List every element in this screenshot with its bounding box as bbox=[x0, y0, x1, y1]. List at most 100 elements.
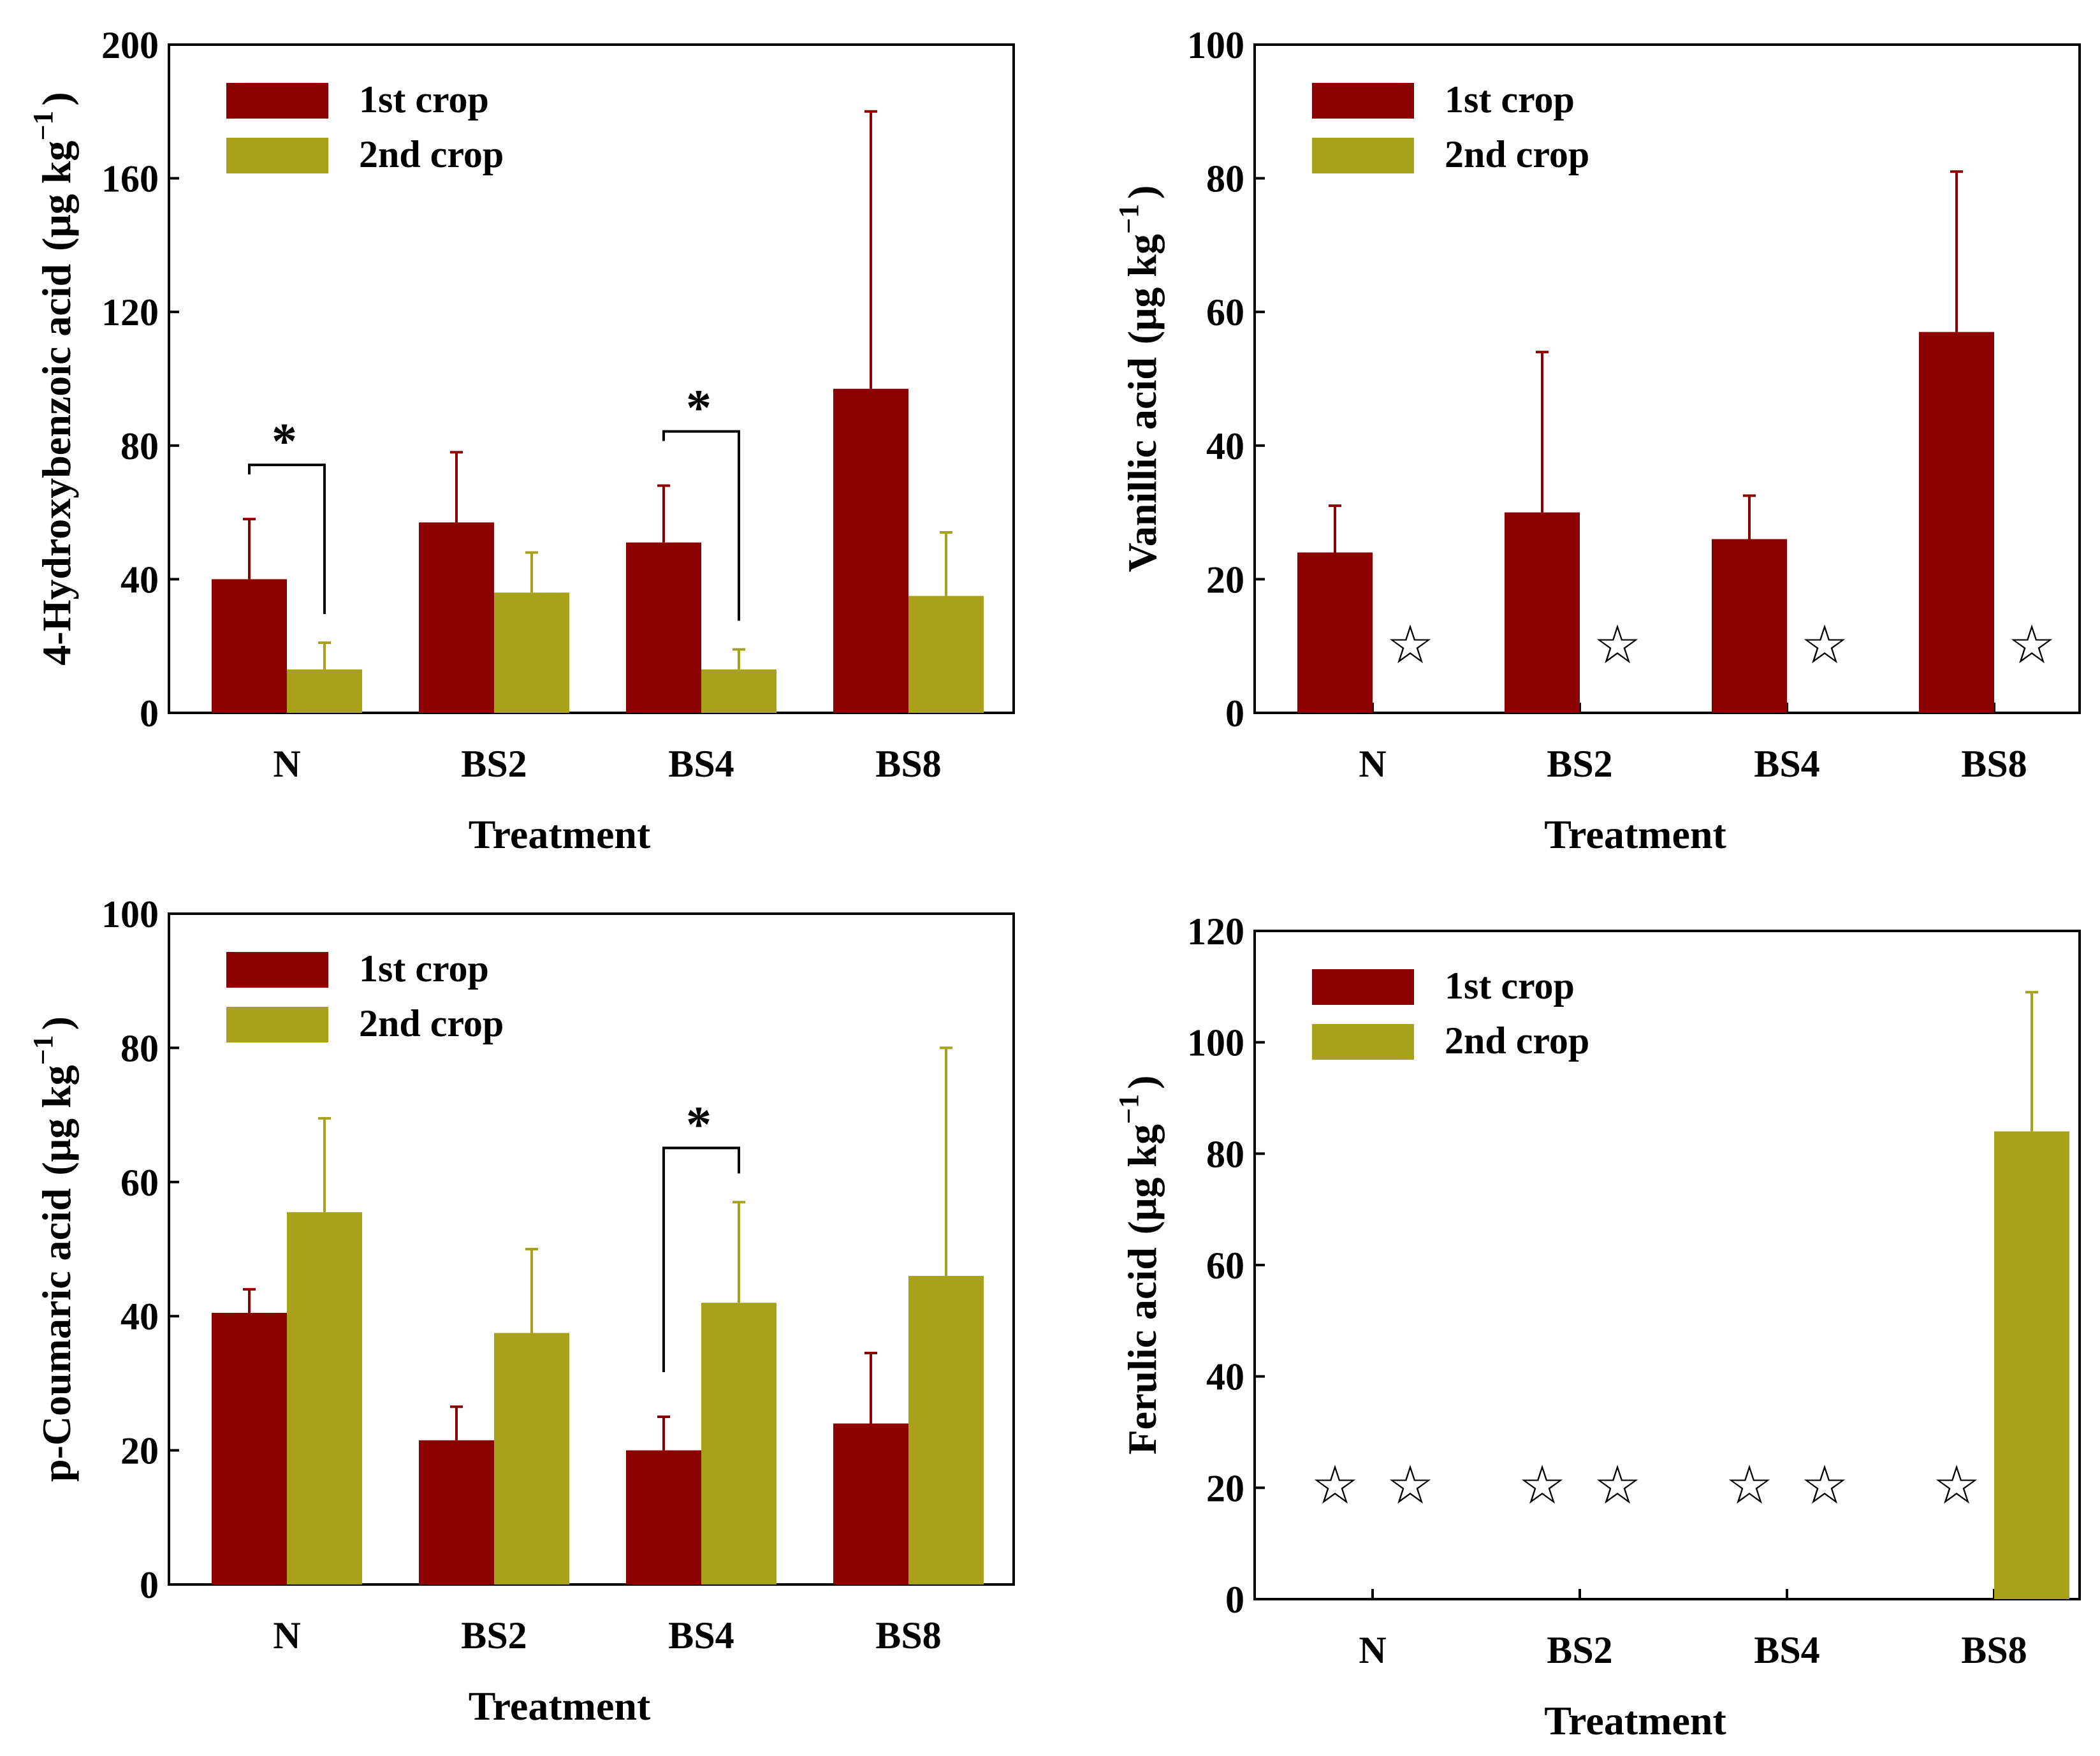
not-detected-star: ☆ bbox=[1311, 1454, 1359, 1516]
not-detected-star: ☆ bbox=[1800, 613, 1848, 676]
y-axis-title: p-Coumaric acid (μg kg−1) bbox=[27, 1016, 79, 1482]
legend-swatch-first-crop bbox=[1312, 969, 1414, 1005]
bar-second-crop-bs4 bbox=[701, 1303, 777, 1584]
bar-second-crop-bs2 bbox=[494, 1333, 569, 1584]
y-tick-label: 40 bbox=[120, 559, 159, 601]
y-axis-title-exponent: −1 bbox=[27, 1035, 59, 1065]
x-tick-label: BS4 bbox=[1754, 1629, 1819, 1671]
y-tick-label: 100 bbox=[1187, 24, 1244, 66]
y-tick-label: 80 bbox=[1206, 1133, 1244, 1175]
y-tick-label: 20 bbox=[1206, 559, 1244, 601]
bar-second-crop-bs2 bbox=[494, 592, 569, 713]
legend-label-second-crop: 2nd crop bbox=[359, 1002, 504, 1044]
x-tick-label: BS8 bbox=[1961, 743, 2027, 785]
significance-marker: * bbox=[686, 381, 711, 437]
y-tick-label: 0 bbox=[140, 1564, 159, 1606]
not-detected-star: ☆ bbox=[1725, 1454, 1773, 1516]
y-axis-title-name: Vanillic acid bbox=[1119, 357, 1165, 572]
legend-swatch-first-crop bbox=[226, 83, 328, 119]
panel-4: 0 20 40 60 80 100 120 N BS2 BS4 BS8 Treatment Feruli… bbox=[1113, 911, 2081, 1743]
not-detected-star: ☆ bbox=[1593, 1454, 1641, 1516]
legend-swatch-first-crop bbox=[1312, 83, 1414, 119]
y-tick-label: 20 bbox=[1206, 1467, 1244, 1509]
x-tick-label: BS2 bbox=[461, 1614, 527, 1657]
y-tick-label: 0 bbox=[1225, 1579, 1244, 1621]
y-tick-label: 80 bbox=[120, 1027, 159, 1069]
y-tick-label: 0 bbox=[140, 692, 159, 735]
x-tick-label: BS8 bbox=[875, 743, 941, 785]
y-tick-label: 100 bbox=[101, 893, 159, 935]
legend-swatch-second-crop bbox=[226, 1007, 328, 1043]
y-axis-title-exponent: −1 bbox=[1113, 1094, 1144, 1124]
x-axis-title: Treatment bbox=[469, 1683, 651, 1729]
bar-first-crop-bs8 bbox=[833, 388, 908, 713]
x-tick-label: BS2 bbox=[1547, 1629, 1612, 1671]
bar-first-crop-n bbox=[212, 1312, 287, 1584]
y-axis-title-exponent: −1 bbox=[27, 111, 59, 141]
y-tick-label: 40 bbox=[120, 1296, 159, 1338]
bar-second-crop-n bbox=[287, 669, 362, 713]
x-axis-title: Treatment bbox=[1544, 1698, 1726, 1743]
legend-label-second-crop: 2nd crop bbox=[1445, 1020, 1589, 1062]
y-tick-label: 120 bbox=[1187, 911, 1244, 953]
bar-first-crop-bs2 bbox=[419, 1440, 494, 1584]
y-tick-label: 0 bbox=[1225, 692, 1244, 735]
legend-label-first-crop: 1st crop bbox=[1445, 78, 1575, 121]
y-axis-title-name: 4-Hydroxybenzoic acid bbox=[34, 264, 79, 666]
plot-frame bbox=[1253, 43, 2081, 714]
not-detected-star: ☆ bbox=[1386, 613, 1434, 676]
panel-2: 0 20 40 60 80 100 N BS2 BS4 BS8 Treatment Vanillic … bbox=[1113, 24, 2081, 857]
significance-bracket bbox=[248, 464, 326, 614]
significance-marker: * bbox=[686, 1097, 711, 1153]
x-tick-label: N bbox=[273, 1614, 300, 1657]
significance-bracket bbox=[662, 430, 740, 621]
not-detected-star: ☆ bbox=[2008, 613, 2055, 676]
y-tick-label: 40 bbox=[1206, 425, 1244, 467]
legend-label-first-crop: 1st crop bbox=[359, 78, 489, 121]
not-detected-star: ☆ bbox=[1800, 1454, 1848, 1516]
not-detected-star: ☆ bbox=[1932, 1454, 1980, 1516]
y-tick-label: 60 bbox=[120, 1162, 159, 1204]
x-tick-label: N bbox=[273, 743, 300, 785]
y-axis-title-name: p-Coumaric acid bbox=[34, 1189, 79, 1482]
y-axis-title-unit: (μg kg bbox=[34, 141, 79, 251]
bar-first-crop-n bbox=[212, 579, 287, 713]
x-tick-label: BS8 bbox=[1961, 1629, 2027, 1671]
y-tick-label: 100 bbox=[1187, 1022, 1244, 1064]
bar-second-crop-bs8 bbox=[908, 1276, 984, 1584]
y-axis-title-close: ) bbox=[34, 92, 79, 105]
not-detected-star: ☆ bbox=[1386, 1454, 1434, 1516]
bar-first-crop-n bbox=[1297, 552, 1373, 713]
legend-label-second-crop: 2nd crop bbox=[359, 133, 504, 175]
plot-frame bbox=[168, 43, 1015, 714]
x-tick-label: BS2 bbox=[1547, 743, 1612, 785]
y-axis-title-unit: (μg kg bbox=[34, 1065, 79, 1175]
y-axis-title: Ferulic acid (μg kg−1) bbox=[1113, 1076, 1165, 1455]
y-tick-label: 80 bbox=[1206, 158, 1244, 200]
y-tick-label: 120 bbox=[101, 291, 159, 333]
y-axis-title-name: Ferulic acid bbox=[1119, 1247, 1165, 1454]
y-tick-label: 20 bbox=[120, 1430, 159, 1472]
x-tick-label: N bbox=[1359, 743, 1386, 785]
legend-label-first-crop: 1st crop bbox=[1445, 965, 1575, 1007]
panel-1: 0 40 80 120 160 200 N BS2 BS4 BS8 Treatment 4-Hydro… bbox=[27, 24, 1015, 857]
bar-second-crop-n bbox=[287, 1212, 362, 1584]
significance-bracket bbox=[662, 1146, 740, 1372]
y-axis-title-unit: (μg kg bbox=[1119, 234, 1165, 344]
not-detected-star: ☆ bbox=[1593, 613, 1641, 676]
bar-second-crop-bs8 bbox=[908, 596, 984, 713]
significance-marker: * bbox=[272, 414, 297, 470]
legend-swatch-second-crop bbox=[226, 138, 328, 173]
y-tick-label: 60 bbox=[1206, 291, 1244, 333]
x-axis-title: Treatment bbox=[469, 812, 651, 857]
x-axis-title: Treatment bbox=[1544, 812, 1726, 857]
x-tick-label: BS4 bbox=[668, 743, 734, 785]
legend-label-first-crop: 1st crop bbox=[359, 948, 489, 990]
x-tick-label: N bbox=[1359, 1629, 1386, 1671]
plot-frame bbox=[168, 912, 1015, 1586]
legend-swatch-second-crop bbox=[1312, 1024, 1414, 1060]
legend-swatch-first-crop bbox=[226, 952, 328, 988]
x-tick-label: BS2 bbox=[461, 743, 527, 785]
y-axis-title-exponent: −1 bbox=[1113, 204, 1144, 234]
